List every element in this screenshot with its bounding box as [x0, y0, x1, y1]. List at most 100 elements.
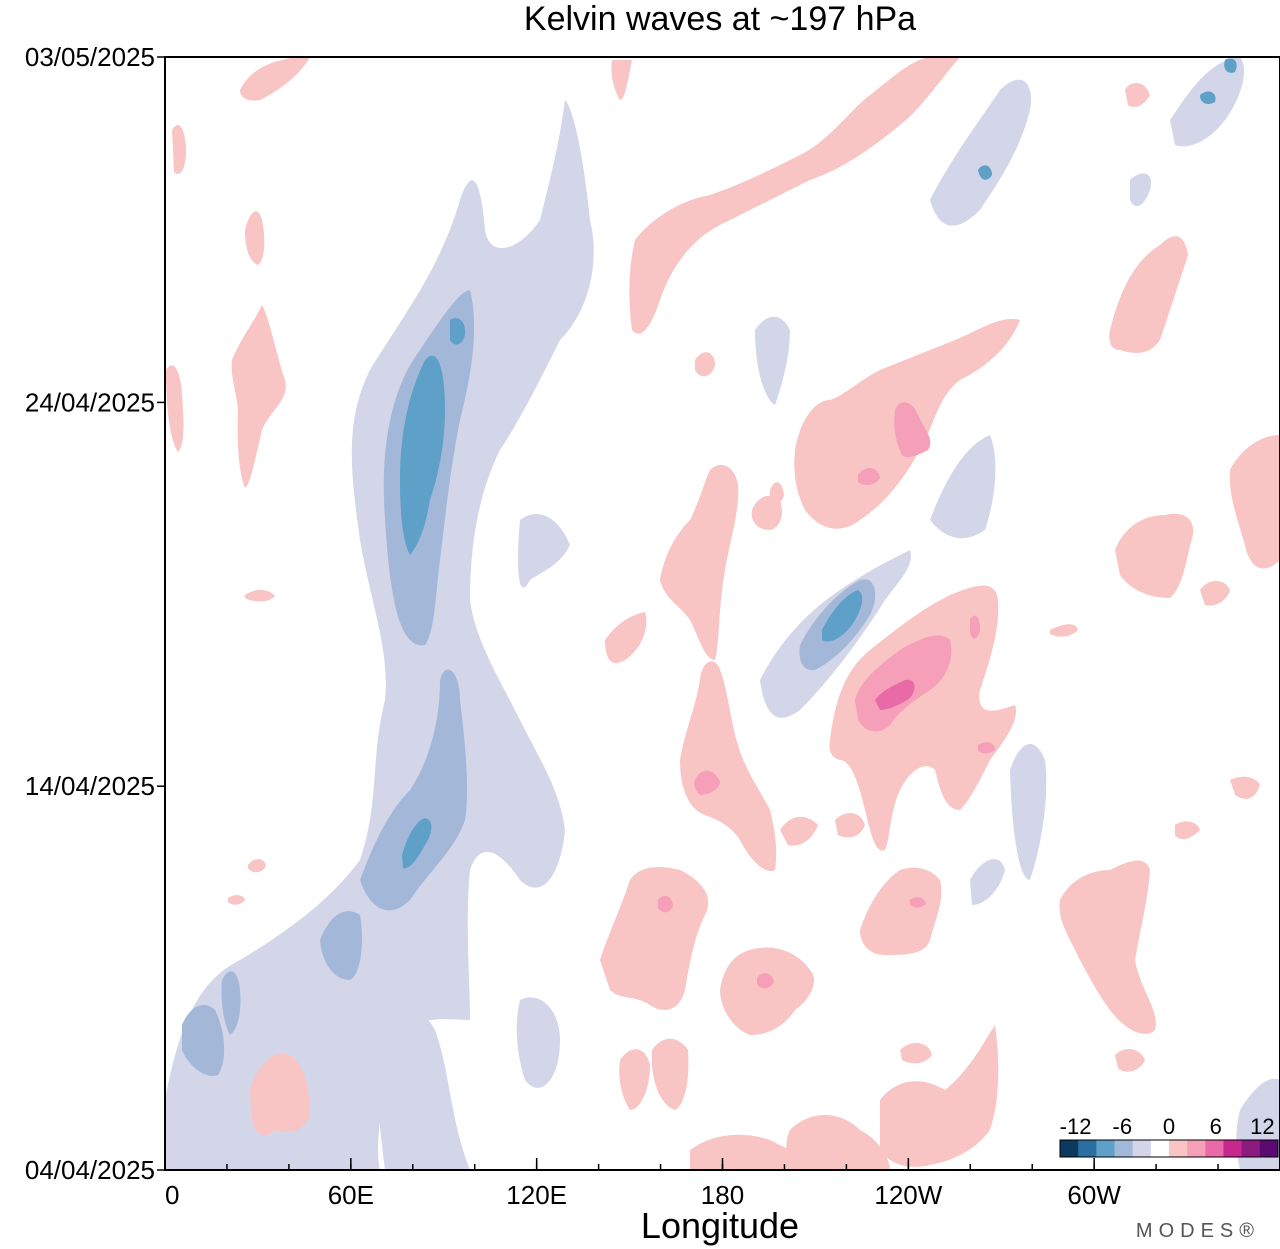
- contour-neg-medium: [221, 971, 241, 1035]
- y-axis: 04/04/2025 14/04/2025 24/04/2025 03/05/2025: [25, 42, 165, 1185]
- contour-pos-light: [770, 482, 784, 503]
- contour-pos-medium: [894, 402, 931, 458]
- contour-pos-light: [172, 125, 186, 174]
- y-tick-label: 04/04/2025: [25, 1155, 155, 1185]
- x-tick-label: 120E: [506, 1180, 567, 1210]
- contour-pos-light: [629, 57, 960, 334]
- contour-pos-light: [1090, 944, 1112, 975]
- contour-pos-medium: [970, 615, 980, 639]
- contour-neg-light: [1130, 173, 1151, 207]
- contour-pos-light: [248, 859, 266, 873]
- contour-neg-light: [518, 514, 570, 588]
- contour-pos-medium: [658, 895, 673, 913]
- contour-pos-medium: [910, 897, 926, 908]
- y-tick-label: 24/04/2025: [25, 387, 155, 417]
- colorbar-tick-label: -12: [1060, 1114, 1092, 1139]
- contour-pos-light: [1115, 513, 1194, 598]
- contour-neg-strong: [1200, 91, 1216, 104]
- contour-neg-light: [930, 435, 996, 539]
- contour-pos-light: [1059, 860, 1156, 1034]
- colorbar-swatch: [1114, 1140, 1134, 1157]
- colorbar-swatch: [1259, 1140, 1279, 1157]
- contour-pos-light: [245, 589, 275, 602]
- contour-neg-medium: [182, 1005, 225, 1076]
- contour-neg-light: [377, 1015, 470, 1170]
- contour-pos-medium: [978, 742, 995, 754]
- contour-pos-light: [228, 895, 245, 905]
- colorbar-swatch: [1169, 1140, 1188, 1157]
- contour-pos-light: [619, 1049, 650, 1110]
- x-axis-label: Longitude: [641, 1205, 799, 1246]
- contour-pos-light: [660, 465, 739, 660]
- x-tick-label: 60E: [328, 1180, 374, 1210]
- colorbar-swatch: [1187, 1140, 1206, 1157]
- contour-pos-light: [1125, 83, 1150, 107]
- contour-neg-medium: [360, 669, 468, 911]
- contour-pos-light: [695, 352, 715, 377]
- contour-neg-light: [1010, 743, 1047, 880]
- contour-pos-light: [600, 867, 709, 1010]
- contour-neg-strong: [822, 590, 863, 642]
- contour-pos-light: [900, 1043, 932, 1064]
- contour-pos-light: [751, 495, 782, 530]
- contour-pos-light: [880, 1025, 999, 1167]
- contour-neg-light: [970, 859, 1005, 905]
- contour-neg-strong: [400, 355, 445, 555]
- x-tick-label: 0: [165, 1180, 179, 1210]
- contour-pos-light: [611, 60, 632, 100]
- contour-pos-light: [680, 661, 777, 871]
- brand-logo: MODES®: [1136, 1220, 1260, 1242]
- contour-neg-light: [165, 100, 594, 1170]
- contour-pos-light: [240, 57, 310, 101]
- contour-pos-medium: [858, 468, 880, 486]
- contour-pos-light: [605, 612, 647, 664]
- contour-field: [165, 57, 1280, 1170]
- contour-pos-light: [166, 365, 184, 452]
- colorbar: -12 -6 0 6 12: [1059, 1114, 1279, 1158]
- contour-pos-strong: [875, 679, 915, 710]
- colorbar-tick-label: 0: [1163, 1114, 1175, 1139]
- x-axis: 0 60E 120E 180 120W 60W: [164, 1158, 1219, 1210]
- colorbar-swatch: [1060, 1140, 1079, 1157]
- contour-neg-strong: [978, 165, 992, 180]
- colorbar-swatch: [1205, 1140, 1224, 1157]
- contour-pos-light: [1230, 776, 1260, 799]
- contour-pos-light: [250, 1053, 310, 1136]
- contour-pos-medium: [757, 973, 774, 989]
- colorbar-tick-label: -6: [1113, 1114, 1133, 1139]
- contour-pos-light: [1109, 236, 1188, 353]
- contour-pos-light: [651, 1038, 689, 1110]
- contour-pos-light: [1050, 624, 1078, 637]
- colorbar-tick-label: 6: [1210, 1114, 1222, 1139]
- contour-pos-light: [1115, 1048, 1145, 1072]
- colorbar-swatch: [1150, 1140, 1170, 1157]
- colorbar-swatch: [1078, 1140, 1097, 1157]
- contour-neg-strong: [450, 318, 466, 345]
- colorbar-frame: [1059, 1139, 1279, 1158]
- x-tick-label: 120W: [874, 1180, 942, 1210]
- contour-pos-light: [1200, 581, 1230, 606]
- contour-neg-light: [755, 316, 790, 405]
- contour-pos-light: [829, 585, 1016, 851]
- x-tick-label: 60W: [1067, 1180, 1121, 1210]
- chart-title: Kelvin waves at ~197 hPa: [524, 0, 916, 38]
- contour-pos-light: [835, 813, 865, 838]
- contour-pos-light: [780, 816, 818, 846]
- contour-pos-light: [1175, 821, 1200, 840]
- colorbar-tick-label: 12: [1250, 1114, 1274, 1139]
- colorbar-swatch: [1223, 1140, 1243, 1157]
- y-tick-label: 14/04/2025: [25, 771, 155, 801]
- contour-pos-light: [1229, 435, 1280, 569]
- contour-neg-light: [516, 997, 560, 1088]
- contour-pos-light: [860, 867, 942, 955]
- y-tick-label: 03/05/2025: [25, 42, 155, 72]
- contour-neg-light: [930, 79, 1031, 226]
- contour-pos-light: [231, 305, 286, 488]
- contour-pos-light: [720, 947, 815, 1035]
- colorbar-swatch: [1096, 1140, 1115, 1157]
- contour-neg-medium: [320, 911, 362, 980]
- x-tick-label: 180: [701, 1180, 744, 1210]
- contour-pos-light: [786, 1115, 890, 1170]
- contour-neg-strong: [402, 818, 432, 869]
